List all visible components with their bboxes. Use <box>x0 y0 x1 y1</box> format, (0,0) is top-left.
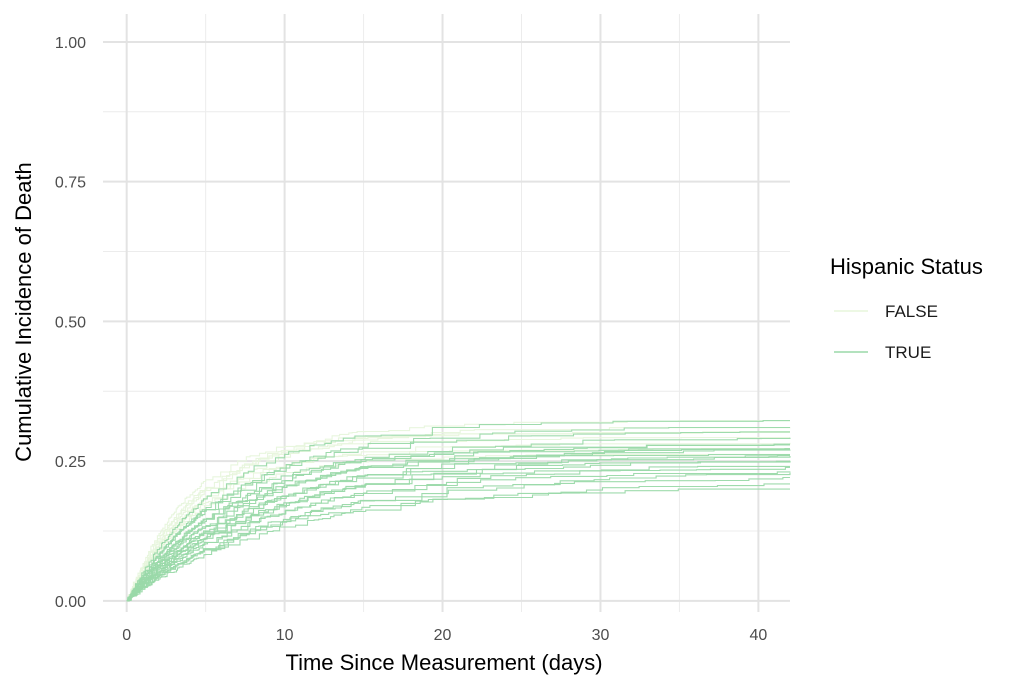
series-line-true-26 <box>126 488 790 602</box>
series-line-true-28 <box>126 448 790 602</box>
x-tick-label: 10 <box>276 627 294 644</box>
legend-label-false: FALSE <box>885 302 938 321</box>
grid-layer <box>103 14 790 612</box>
series-line-true-21 <box>126 465 790 602</box>
series-line-true-22 <box>126 471 791 602</box>
series-line-true-8 <box>126 420 790 602</box>
legend-title: Hispanic Status <box>830 254 983 279</box>
legend: Hispanic Status FALSE TRUE <box>830 254 983 362</box>
x-tick-label: 30 <box>592 627 610 644</box>
y-axis-title: Cumulative Incidence of Death <box>11 162 36 462</box>
series-line-true-14 <box>126 448 790 602</box>
x-axis-title: Time Since Measurement (days) <box>285 650 602 675</box>
tick-layer: 0.00 0.25 0.50 0.75 1.00 0 10 20 30 40 <box>55 35 768 644</box>
legend-label-true: TRUE <box>885 343 931 362</box>
y-tick-label: 0.25 <box>55 454 86 471</box>
series-line-true-24 <box>126 476 790 602</box>
series-layer <box>126 420 791 602</box>
y-tick-label: 1.00 <box>55 35 86 52</box>
series-line-true-10 <box>126 431 790 602</box>
series-line-false-2 <box>126 436 790 602</box>
series-line-false-5 <box>126 427 791 602</box>
series-line-true-27 <box>126 454 790 602</box>
x-tick-label: 20 <box>434 627 452 644</box>
y-tick-label: 0.75 <box>55 175 86 192</box>
x-tick-label: 0 <box>122 627 131 644</box>
x-tick-label: 40 <box>750 627 768 644</box>
y-tick-label: 0.50 <box>55 314 86 331</box>
y-tick-label: 0.00 <box>55 594 86 611</box>
